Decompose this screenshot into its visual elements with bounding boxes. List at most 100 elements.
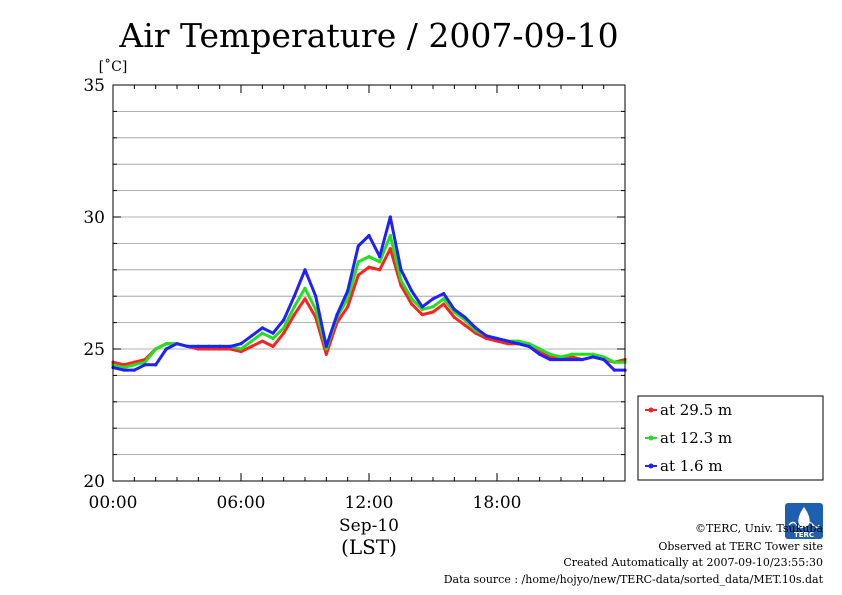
data-point <box>260 339 264 343</box>
legend-label: at 12.3 m <box>660 429 732 447</box>
chart-title: Air Temperature / 2007-09-10 <box>118 16 618 55</box>
data-point <box>420 313 424 317</box>
data-point <box>239 347 243 351</box>
data-point <box>367 233 371 238</box>
data-point <box>196 344 200 348</box>
data-point <box>175 342 179 346</box>
data-point <box>346 289 350 293</box>
data-point <box>132 360 136 364</box>
credit-site: Observed at TERC Tower site <box>658 540 823 553</box>
data-point <box>335 313 339 317</box>
data-point <box>420 305 424 309</box>
data-point <box>612 360 616 364</box>
data-point <box>559 357 563 362</box>
data-point <box>410 289 414 293</box>
data-point <box>506 339 510 343</box>
x-tick-label: 00:00 <box>89 493 138 513</box>
data-point <box>239 342 243 346</box>
data-point <box>324 344 328 348</box>
data-point <box>570 352 574 356</box>
x-tick-label: 18:00 <box>473 493 522 513</box>
data-point <box>580 352 584 356</box>
data-point <box>239 350 243 354</box>
x-axis-label: Sep-10 <box>339 516 399 536</box>
data-point <box>186 344 190 348</box>
data-point <box>463 323 467 327</box>
data-point <box>260 331 264 335</box>
data-point <box>442 302 446 306</box>
data-point <box>292 305 296 309</box>
data-point <box>559 355 563 359</box>
data-point <box>442 291 446 296</box>
data-point <box>271 331 275 335</box>
data-point <box>548 357 552 362</box>
data-point <box>324 352 328 356</box>
data-point <box>378 260 382 264</box>
data-point <box>484 336 488 341</box>
data-point <box>484 334 488 338</box>
terc-logo: TERC <box>785 503 823 539</box>
legend-box <box>637 395 824 481</box>
data-point <box>580 357 584 362</box>
data-point <box>527 344 531 348</box>
data-point <box>292 294 296 298</box>
legend-label: at 29.5 m <box>660 401 732 419</box>
data-point <box>452 315 456 319</box>
data-point <box>282 318 286 322</box>
data-point <box>399 284 403 288</box>
data-point <box>303 268 307 272</box>
legend-marker <box>648 435 654 441</box>
data-point <box>410 302 414 306</box>
data-point <box>410 297 414 301</box>
y-axis-ticks: 20 25 30 35 <box>83 76 625 492</box>
data-point <box>207 344 211 348</box>
data-point <box>527 342 531 346</box>
data-point <box>474 326 478 330</box>
data-point <box>218 347 222 351</box>
data-point <box>164 347 168 351</box>
data-point <box>303 286 307 290</box>
data-point <box>250 344 254 348</box>
data-point <box>516 339 520 343</box>
credit-copyright: ©TERC, Univ. Tsukuba <box>695 522 823 535</box>
data-point <box>314 307 318 311</box>
data-point <box>228 344 232 348</box>
data-point <box>207 347 211 351</box>
credits: ©TERC, Univ. Tsukuba Observed at TERC To… <box>444 522 824 586</box>
data-point <box>516 342 520 346</box>
data-point <box>612 368 616 372</box>
data-point <box>164 342 168 346</box>
y-tick-label: 25 <box>83 340 105 360</box>
data-point <box>431 297 435 301</box>
data-point <box>367 255 371 259</box>
data-point <box>260 326 264 330</box>
data-point <box>442 297 446 301</box>
data-point <box>538 347 542 351</box>
x-tick-label: 12:00 <box>345 493 394 513</box>
x-axis-ticks: 00:00 06:00 12:00 18:00 <box>89 85 626 513</box>
data-point <box>122 363 126 367</box>
data-point <box>388 215 392 219</box>
logo-text: TERC <box>794 531 814 539</box>
data-point <box>218 344 222 348</box>
data-point <box>324 347 328 351</box>
data-point <box>356 273 360 277</box>
data-point <box>282 331 286 335</box>
data-point <box>431 310 435 314</box>
data-point <box>143 360 147 364</box>
data-point <box>282 326 286 330</box>
legend-marker <box>648 463 654 469</box>
data-point <box>271 336 275 341</box>
data-point <box>591 352 595 356</box>
series-lines <box>111 215 627 372</box>
data-point <box>132 363 136 367</box>
data-point <box>154 347 158 351</box>
plot-frame <box>112 84 626 482</box>
wave-icon <box>788 521 820 529</box>
x-axis-sublabel: (LST) <box>341 535 397 559</box>
data-point <box>250 339 254 343</box>
x-tick-label: 06:00 <box>217 493 266 513</box>
data-point <box>378 268 382 272</box>
data-point <box>495 339 499 343</box>
data-point <box>506 342 510 346</box>
